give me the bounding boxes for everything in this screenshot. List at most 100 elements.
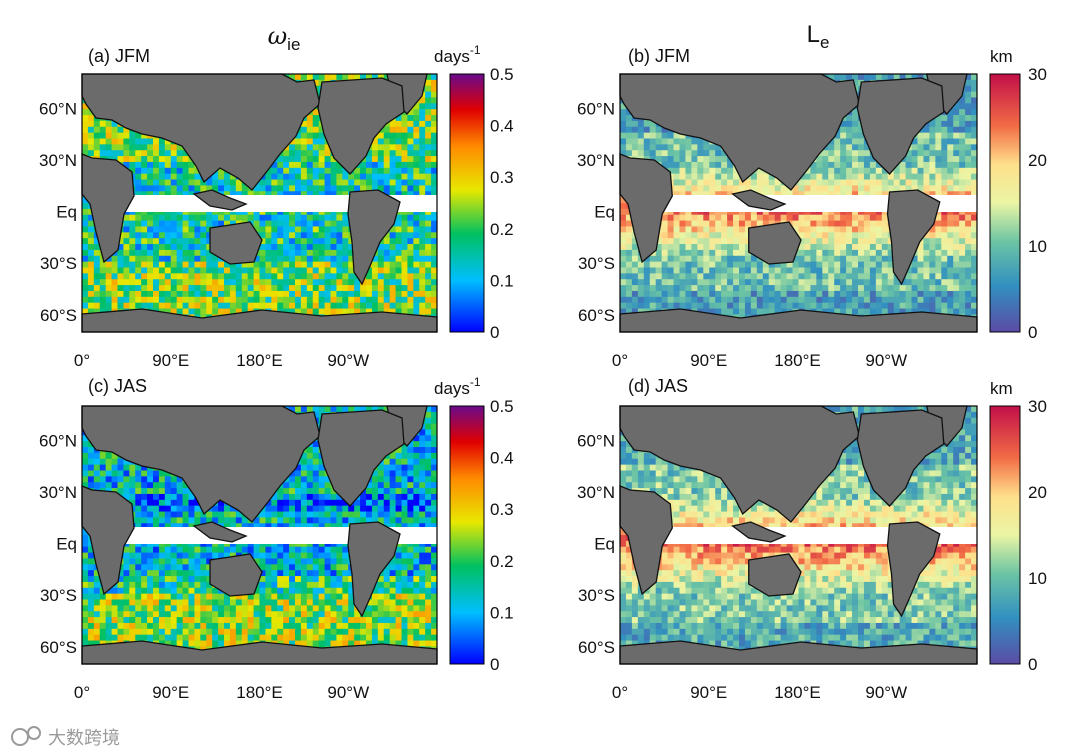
heat-cell xyxy=(194,290,201,298)
heat-cell xyxy=(295,302,302,309)
heat-cell xyxy=(395,138,402,145)
heat-cell xyxy=(170,191,178,198)
heat-cell xyxy=(383,308,391,315)
heat-cell xyxy=(923,273,930,280)
heat-cell xyxy=(703,244,710,251)
heat-cell xyxy=(407,161,414,169)
heat-cell xyxy=(99,126,107,134)
heat-cell xyxy=(691,156,698,163)
heat-cell xyxy=(431,279,438,286)
heat-cell xyxy=(816,290,823,298)
heat-cell xyxy=(389,255,396,263)
heat-cell xyxy=(822,161,829,169)
heat-cell xyxy=(111,132,118,139)
heat-cell xyxy=(224,185,231,192)
heat-cell xyxy=(715,279,722,286)
heat-cell xyxy=(170,302,178,309)
heat-cell xyxy=(259,226,266,233)
heat-cell xyxy=(300,185,308,192)
heat-cell xyxy=(733,279,740,286)
heat-cell xyxy=(685,249,692,257)
heat-cell xyxy=(377,285,385,292)
heat-cell xyxy=(218,296,225,304)
heat-cell xyxy=(289,220,296,227)
heat-cell xyxy=(917,261,924,268)
heat-cell xyxy=(899,179,906,186)
heat-cell xyxy=(99,120,107,128)
heat-cell xyxy=(182,220,189,227)
heat-cell xyxy=(655,144,663,151)
heat-cell xyxy=(852,267,859,274)
heat-cell xyxy=(929,232,936,239)
heat-cell xyxy=(863,214,871,221)
heat-cell xyxy=(881,220,889,227)
heat-cell xyxy=(846,179,853,186)
heat-cell xyxy=(971,150,978,157)
heat-cell xyxy=(277,173,284,180)
heat-cell xyxy=(194,308,201,315)
heat-cell xyxy=(893,179,901,186)
heat-cell xyxy=(241,185,249,192)
heat-cell xyxy=(348,179,355,186)
heat-cell xyxy=(212,302,219,309)
heat-cell xyxy=(153,279,160,286)
heat-cell xyxy=(899,185,906,192)
heat-cell xyxy=(756,185,764,192)
heat-cell xyxy=(153,244,160,251)
heat-cell xyxy=(218,167,225,175)
heat-cell xyxy=(176,302,183,309)
heat-cell xyxy=(709,173,716,180)
heat-cell xyxy=(289,173,296,180)
heat-cell xyxy=(828,191,835,198)
heat-cell xyxy=(147,185,154,192)
heat-cell xyxy=(828,150,835,157)
heat-cell xyxy=(295,273,302,280)
heat-cell xyxy=(147,156,154,163)
heat-cell xyxy=(953,161,960,169)
heat-cell xyxy=(863,273,871,280)
heat-cell xyxy=(360,185,367,192)
heat-cell xyxy=(798,279,805,286)
heat-cell xyxy=(846,279,853,286)
heat-cell xyxy=(905,285,912,292)
heat-cell xyxy=(840,138,847,145)
heat-cell xyxy=(182,150,189,157)
heat-cell xyxy=(875,74,883,81)
heat-cell xyxy=(389,132,396,139)
heat-cell xyxy=(953,173,960,180)
heat-cell xyxy=(312,115,320,122)
heat-cell xyxy=(649,273,657,280)
heat-cell xyxy=(431,103,438,110)
heat-cell xyxy=(620,203,627,210)
heat-cell xyxy=(82,285,89,292)
heat-cell xyxy=(917,156,924,163)
heat-cell xyxy=(82,308,89,315)
heat-cell xyxy=(318,238,325,245)
colorbar-tick-label: 0.5 xyxy=(490,65,514,84)
heat-cell xyxy=(858,290,865,298)
heat-cell xyxy=(965,285,972,292)
heat-cell xyxy=(971,220,978,227)
heat-cell xyxy=(318,138,325,145)
heat-cell xyxy=(306,267,314,274)
heat-cell xyxy=(929,150,936,157)
heat-cell xyxy=(756,261,764,268)
heat-cell xyxy=(816,185,823,192)
heat-cell xyxy=(858,249,865,257)
heat-cell xyxy=(330,255,337,263)
heat-cell xyxy=(194,226,201,233)
heat-cell xyxy=(147,144,154,151)
heat-cell xyxy=(300,308,308,315)
heat-cell xyxy=(774,267,782,274)
heat-cell xyxy=(141,273,148,280)
heat-cell xyxy=(685,244,692,251)
heat-cell xyxy=(188,220,195,227)
heat-cell xyxy=(917,185,924,192)
heat-cell xyxy=(917,173,924,180)
colorbar-tick-label: 0 xyxy=(490,323,499,342)
heat-cell xyxy=(224,279,231,286)
heat-cell xyxy=(846,161,853,169)
heat-cell xyxy=(295,74,302,81)
heat-cell xyxy=(253,302,260,309)
heat-cell xyxy=(212,173,219,180)
